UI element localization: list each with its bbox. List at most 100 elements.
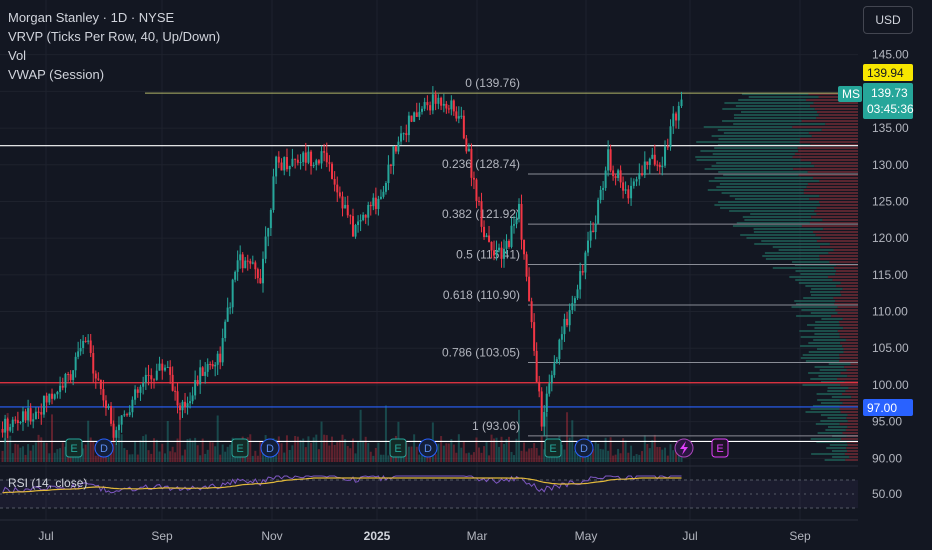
volume-bar [161, 443, 164, 462]
high-badge-bg [863, 64, 913, 81]
event-marker[interactable]: D [260, 438, 280, 458]
candle-body [251, 262, 254, 264]
candle-body [530, 301, 533, 323]
time-axis[interactable]: Jul Sep Nov 2025 Mar May Jul Sep [38, 529, 811, 543]
candle-body [423, 102, 426, 109]
candle-body [320, 151, 323, 164]
currency-button[interactable]: USD [863, 6, 913, 34]
profile-bar-up [750, 213, 817, 215]
profile-bar-down [847, 420, 858, 422]
event-marker[interactable]: E [711, 438, 729, 458]
event-marker[interactable]: E [231, 438, 249, 458]
candle-body [89, 340, 92, 353]
event-marker[interactable]: D [418, 438, 438, 458]
profile-bar-up [818, 375, 848, 377]
profile-bar-up [718, 138, 800, 140]
rsi-label[interactable]: RSI (14, close) [8, 476, 88, 490]
indicator-vol[interactable]: Vol [8, 48, 27, 63]
price-tick: 95.00 [872, 415, 902, 429]
event-marker[interactable]: D [574, 438, 594, 458]
volume-bar [483, 446, 486, 462]
candle-body [470, 148, 473, 178]
candle-body [400, 133, 403, 142]
profile-bar-down [850, 363, 858, 365]
candle-body [136, 389, 139, 393]
candle-body [277, 156, 280, 163]
event-marker[interactable]: D [94, 438, 114, 458]
volume-bar [226, 446, 229, 462]
dividend-icon [94, 438, 114, 458]
volume-bar [672, 450, 675, 462]
volume-bar [540, 436, 543, 462]
volume-bar [328, 445, 331, 462]
candle-body [480, 201, 483, 227]
price-tick: 125.00 [872, 194, 909, 208]
indicator-vrvp[interactable]: VRVP (Ticks Per Row, 40, Up/Down) [8, 29, 221, 44]
candle-body [341, 196, 344, 209]
volume-bar [139, 440, 142, 462]
countdown-badge: 03:45:36 [867, 102, 914, 116]
profile-bar-up [696, 159, 801, 161]
volume-bar [45, 442, 48, 462]
volume-bar [362, 440, 365, 462]
volume-bar [440, 436, 443, 462]
event-marker[interactable]: E [544, 438, 562, 458]
volume-bar [421, 450, 424, 462]
profile-bar-down [818, 114, 858, 116]
volume-bar [498, 446, 501, 462]
profile-bar-down [809, 105, 858, 107]
candle-body [74, 356, 77, 371]
profile-bar-up [813, 339, 846, 341]
profile-bar-up [827, 387, 849, 389]
candle-body [338, 192, 341, 197]
profile-bar-down [828, 252, 858, 254]
volume-bar [450, 439, 453, 462]
candle-body [126, 414, 129, 416]
profile-bar-down [845, 339, 858, 341]
profile-bar-down [803, 192, 858, 194]
candle-body [161, 363, 164, 371]
time-tick: Jul [38, 529, 53, 543]
candle-body [37, 411, 40, 413]
candle-body [359, 220, 362, 222]
profile-bar-up [734, 198, 810, 200]
volume-bar [158, 451, 161, 462]
profile-bar-down [816, 207, 858, 209]
profile-bar-down [806, 186, 858, 188]
candle-body [99, 379, 102, 390]
profile-bar-down [819, 204, 858, 206]
profile-bar-up [724, 102, 814, 104]
event-marker[interactable]: E [65, 438, 83, 458]
candle-body [139, 386, 142, 393]
symbol-title[interactable]: Morgan Stanley · 1D · NYSE [8, 10, 175, 25]
candle-body [452, 100, 455, 112]
profile-bar-up [761, 240, 817, 242]
candle-body [666, 146, 669, 148]
profile-bar-up [742, 216, 812, 218]
volume-bar [1, 450, 4, 462]
candle-body [191, 395, 194, 402]
profile-bar-down [819, 255, 858, 257]
profile-bar-down [811, 135, 858, 137]
candle-body [9, 427, 12, 431]
profile-bar-down [837, 306, 858, 308]
volume-bar [560, 444, 563, 462]
profile-bar-up [716, 186, 807, 188]
candle-body [123, 414, 126, 416]
profile-bar-down [798, 150, 858, 152]
indicator-vwap[interactable]: VWAP (Session) [8, 67, 105, 82]
profile-bar-down [843, 327, 858, 329]
candle-body [48, 393, 51, 403]
volume-bar [573, 450, 576, 462]
profile-bar-down [840, 291, 858, 293]
candle-body [219, 353, 222, 363]
profile-bar-up [721, 192, 804, 194]
profile-bar-down [839, 354, 858, 356]
volume-bar [325, 435, 328, 462]
event-marker[interactable]: E [389, 438, 407, 458]
price-tick: 135.00 [872, 121, 909, 135]
candle-body [45, 395, 48, 403]
event-letter: E [236, 443, 243, 455]
